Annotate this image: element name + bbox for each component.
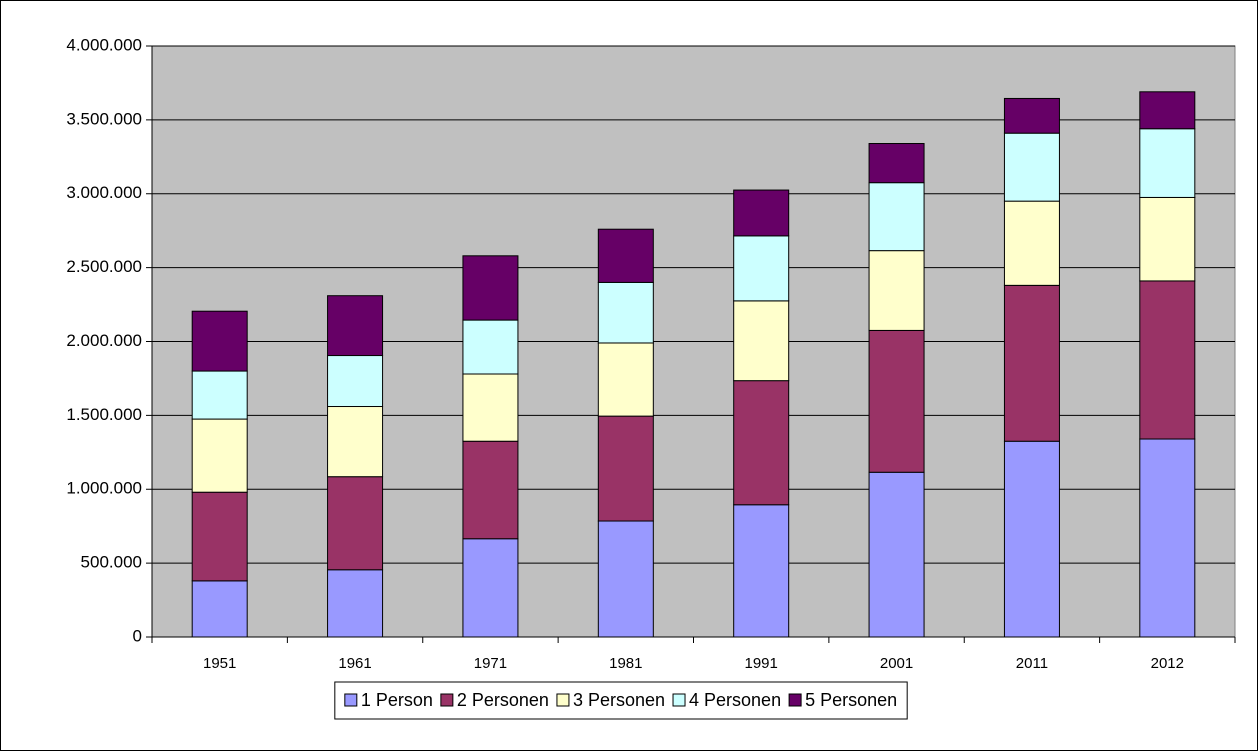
legend-swatch [672,693,686,707]
y-tick-label: 1.500.000 [66,405,142,424]
bar-segment [462,440,519,540]
bar-segment [597,228,654,283]
bar-segment [868,143,925,184]
bar-segment [733,504,790,638]
x-tick-label: 2012 [1151,655,1184,672]
legend-label: 2 Personen [457,690,549,710]
y-tick-label: 1.000.000 [66,479,142,498]
bar-segment [191,418,248,493]
legend-swatch [556,693,570,707]
bar-segment [733,235,790,302]
bar-segment [597,342,654,417]
bar-segment [733,189,790,237]
bar-segment [868,329,925,473]
y-tick-label: 3.500.000 [66,109,142,128]
bar-segment [327,406,384,478]
bar-segment [1139,196,1196,282]
bar-segment [597,281,654,344]
bar-segment [327,355,384,408]
bar-segment [327,569,384,638]
legend-swatch [440,693,454,707]
x-tick-label: 1971 [474,655,507,672]
x-tick-label: 1951 [203,655,236,672]
bar-segment [1003,284,1060,442]
bar-segment [191,370,248,420]
y-tick-label: 0 [133,626,142,645]
x-tick-label: 1961 [338,655,371,672]
bar-segment [868,182,925,252]
bar-segment [733,300,790,382]
legend-label: 3 Personen [573,690,665,710]
bar-segment [462,538,519,638]
legend-swatch [344,693,358,707]
bar-segment [1003,200,1060,286]
bar-segment [868,471,925,638]
y-tick-label: 3.000.000 [66,183,142,202]
bar-segment [1003,440,1060,638]
y-tick-label: 2.000.000 [66,331,142,350]
bar-segment [462,255,519,321]
y-tick-label: 2.500.000 [66,257,142,276]
legend-label: 4 Personen [689,690,781,710]
bar-segment [1003,132,1060,202]
x-tick-label: 2001 [880,655,913,672]
bar-segment [733,380,790,506]
bar-segment [1139,438,1196,638]
bar-segment [1003,97,1060,134]
bar-segment [1139,91,1196,130]
bar-segment [868,250,925,331]
bar-segment [327,476,384,571]
bar-segment [191,310,248,372]
y-tick-label: 4.000.000 [66,35,142,54]
x-tick-label: 1981 [609,655,642,672]
bar-segment [462,319,519,375]
legend-box [334,681,908,720]
x-tick-label: 1991 [745,655,778,672]
legend-label: 1 Person [361,690,433,710]
bar-segment [1139,280,1196,440]
bar-segment [597,520,654,638]
bar-segment [191,491,248,582]
legend-label: 5 Personen [805,690,897,710]
legend-swatch [788,693,802,707]
bar-segment [191,580,248,638]
x-tick-label: 2011 [1016,655,1048,672]
y-tick-label: 500.000 [81,553,142,572]
bar-segment [327,295,384,357]
bar-segment [597,415,654,522]
bar-segment [1139,128,1196,198]
bar-segment [462,373,519,442]
